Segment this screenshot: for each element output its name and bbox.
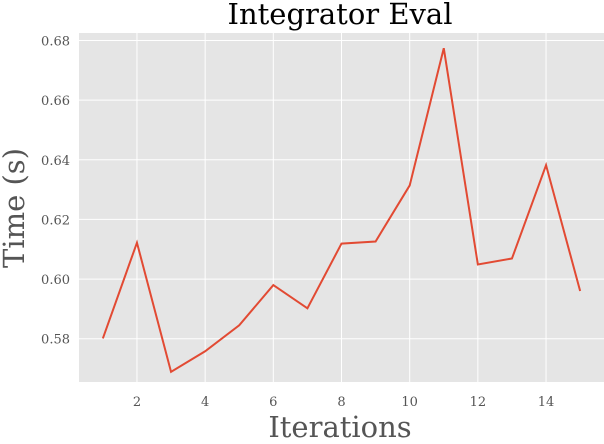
x-axis-label: Iterations	[268, 410, 411, 444]
grid	[79, 33, 604, 382]
data-point	[204, 350, 206, 352]
y-tick-label: 0.64	[41, 154, 70, 169]
data-point	[306, 307, 308, 309]
data-point	[375, 241, 377, 243]
data-point	[579, 290, 581, 292]
data-point	[545, 164, 547, 166]
tick-labels: 2 4 6 8 10 12 14 0.58 0.60 0.62 0.64 0.66 0.68	[41, 34, 554, 410]
y-tick-label: 0.68	[41, 34, 70, 49]
y-tick-label: 0.62	[41, 213, 70, 228]
data-point	[477, 263, 479, 265]
x-tick-label: 2	[133, 395, 141, 410]
y-tick-label: 0.58	[41, 333, 70, 348]
data-point	[511, 258, 513, 260]
series-line	[101, 47, 582, 374]
data-point	[341, 243, 343, 245]
y-tick-label: 0.66	[41, 94, 70, 109]
y-tick-label: 0.60	[41, 273, 70, 288]
x-tick-label: 8	[337, 395, 345, 410]
x-tick-label: 14	[538, 395, 555, 410]
data-point	[443, 47, 445, 49]
data-point	[136, 242, 138, 244]
x-tick-label: 6	[269, 395, 277, 410]
x-tick-label: 10	[401, 395, 418, 410]
chart-title: Integrator Eval	[228, 0, 453, 31]
data-point	[409, 184, 411, 186]
x-tick-label: 4	[201, 395, 209, 410]
y-axis-label: Time (s)	[0, 148, 31, 268]
data-point	[272, 284, 274, 286]
data-point	[170, 371, 172, 373]
data-point	[102, 337, 104, 339]
series	[101, 47, 582, 374]
x-tick-label: 12	[470, 395, 487, 410]
data-point	[238, 324, 240, 326]
